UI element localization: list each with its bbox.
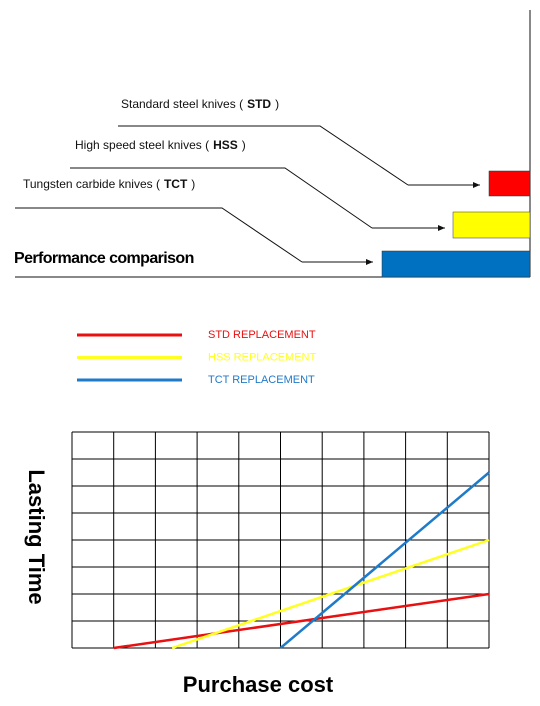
item-label: High speed steel knives ( HSS) [75, 138, 246, 152]
item-label-text: ) [275, 97, 279, 111]
item-label-text: ) [191, 177, 195, 191]
item-label: Standard steel knives ( STD) [121, 97, 279, 111]
leader-line [70, 167, 373, 229]
item-label-text: High speed steel knives ( [75, 138, 209, 152]
legend-label: TCT REPLACEMENT [208, 374, 315, 386]
item-label: Tungsten carbide knives ( TCT) [23, 177, 195, 191]
leader-line [15, 207, 303, 263]
item-label-text: Standard steel knives ( [121, 97, 243, 111]
series-line [113, 592, 490, 650]
item-label-text: ) [242, 138, 246, 152]
comparison-bar [452, 211, 531, 239]
x-axis-label: Purchase cost [183, 672, 334, 697]
diagram-title: Performance comparison [14, 250, 194, 267]
series-line [279, 471, 490, 649]
comparison-bar [381, 250, 531, 278]
item-code: TCT [164, 177, 188, 191]
comparison-bar [488, 170, 531, 197]
item-label-text: Tungsten carbide knives ( [23, 177, 160, 191]
series-line [171, 538, 490, 650]
y-axis-label: Lasting Time [24, 469, 49, 604]
leader-line [118, 125, 409, 186]
legend-label: HSS REPLACEMENT [208, 351, 316, 363]
legend-label: STD REPLACEMENT [208, 329, 316, 341]
item-code: HSS [213, 138, 238, 152]
item-code: STD [247, 97, 271, 111]
